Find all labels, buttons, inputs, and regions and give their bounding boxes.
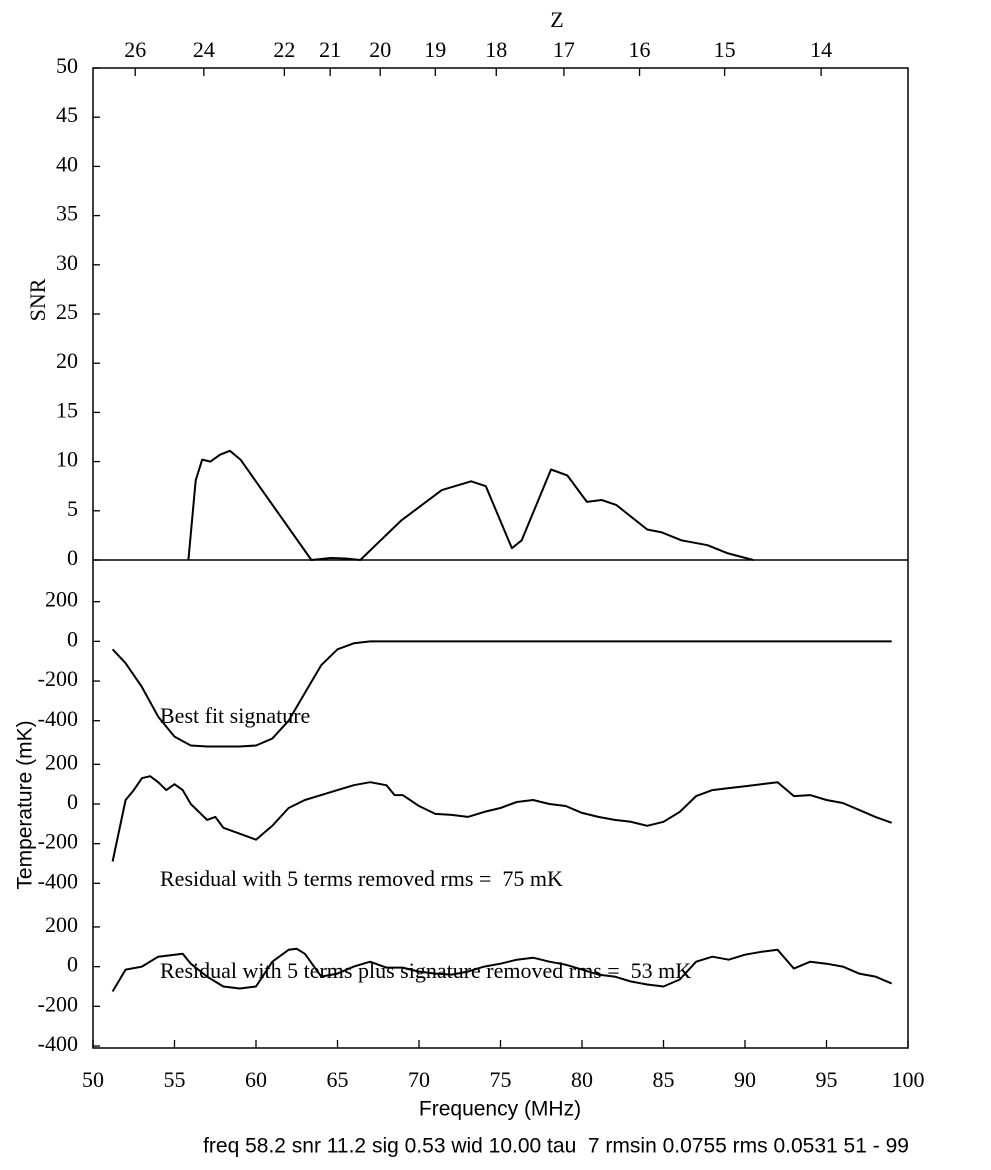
- y-tick-label: 200: [45, 912, 78, 937]
- data-line: [111, 947, 893, 993]
- data-line: [111, 775, 893, 862]
- x-tick-label: 85: [653, 1067, 675, 1092]
- caption: freq 58.2 snr 11.2 sig 0.53 wid 10.00 ta…: [203, 1135, 909, 1158]
- x-tick-label: 50: [82, 1067, 104, 1092]
- plot-frame: [92, 67, 909, 1049]
- x-tick-label: 90: [734, 1067, 756, 1092]
- y-tick-label: -400: [38, 868, 78, 893]
- y-tick-label: 200: [45, 749, 78, 774]
- y-tick-label: 30: [56, 250, 78, 275]
- y-tick-label: 200: [45, 587, 78, 612]
- y-tick-label: 0: [67, 952, 78, 977]
- y-tick-label: 25: [56, 299, 78, 324]
- top-tick-label: 17: [553, 37, 575, 62]
- x-tick-label: 80: [571, 1067, 593, 1092]
- top-tick-label: 16: [629, 37, 651, 62]
- y-tick-label: 20: [56, 348, 78, 373]
- top-axis-title: Z: [550, 7, 563, 32]
- top-tick-label: 19: [424, 37, 446, 62]
- y-tick-label: 45: [56, 102, 78, 127]
- x-tick-label: 95: [816, 1067, 838, 1092]
- y-tick-label: 5: [67, 496, 78, 521]
- annotation: Residual with 5 terms removed rms = 75 m…: [160, 866, 563, 891]
- x-tick-label: 75: [490, 1067, 512, 1092]
- y-tick-label: 0: [67, 789, 78, 814]
- y-axis-title: SNR: [25, 278, 50, 321]
- top-tick-label: 18: [485, 37, 507, 62]
- y-axis-title: Temperature (mK): [14, 720, 37, 889]
- top-tick-label: 14: [810, 37, 832, 62]
- data-line: [187, 449, 754, 561]
- annotation: Residual with 5 terms plus signature rem…: [160, 958, 691, 983]
- top-tick-label: 20: [369, 37, 391, 62]
- top-tick-label: 21: [319, 37, 341, 62]
- y-tick-label: 50: [56, 53, 78, 78]
- top-tick-label: 22: [273, 37, 295, 62]
- top-tick-label: 26: [124, 37, 146, 62]
- y-tick-label: 35: [56, 201, 78, 226]
- data-line: [111, 640, 892, 748]
- x-axis-title: Frequency (MHz): [419, 1098, 581, 1121]
- y-tick-label: -200: [38, 666, 78, 691]
- x-tick-label: 60: [245, 1067, 267, 1092]
- y-tick-label: 10: [56, 447, 78, 472]
- y-tick-label: -400: [38, 706, 78, 731]
- annotation: Best fit signature: [160, 703, 310, 728]
- top-tick-label: 15: [714, 37, 736, 62]
- y-tick-label: -200: [38, 991, 78, 1016]
- x-tick-label: 70: [408, 1067, 430, 1092]
- x-tick-label: 55: [164, 1067, 186, 1092]
- y-tick-label: 40: [56, 151, 78, 176]
- y-tick-label: 0: [67, 545, 78, 570]
- x-tick-label: 100: [892, 1067, 925, 1092]
- y-tick-label: -200: [38, 829, 78, 854]
- y-tick-label: -400: [38, 1031, 78, 1056]
- y-tick-label: 15: [56, 397, 78, 422]
- x-tick-label: 65: [327, 1067, 349, 1092]
- y-tick-label: 0: [67, 626, 78, 651]
- top-tick-label: 24: [193, 37, 215, 62]
